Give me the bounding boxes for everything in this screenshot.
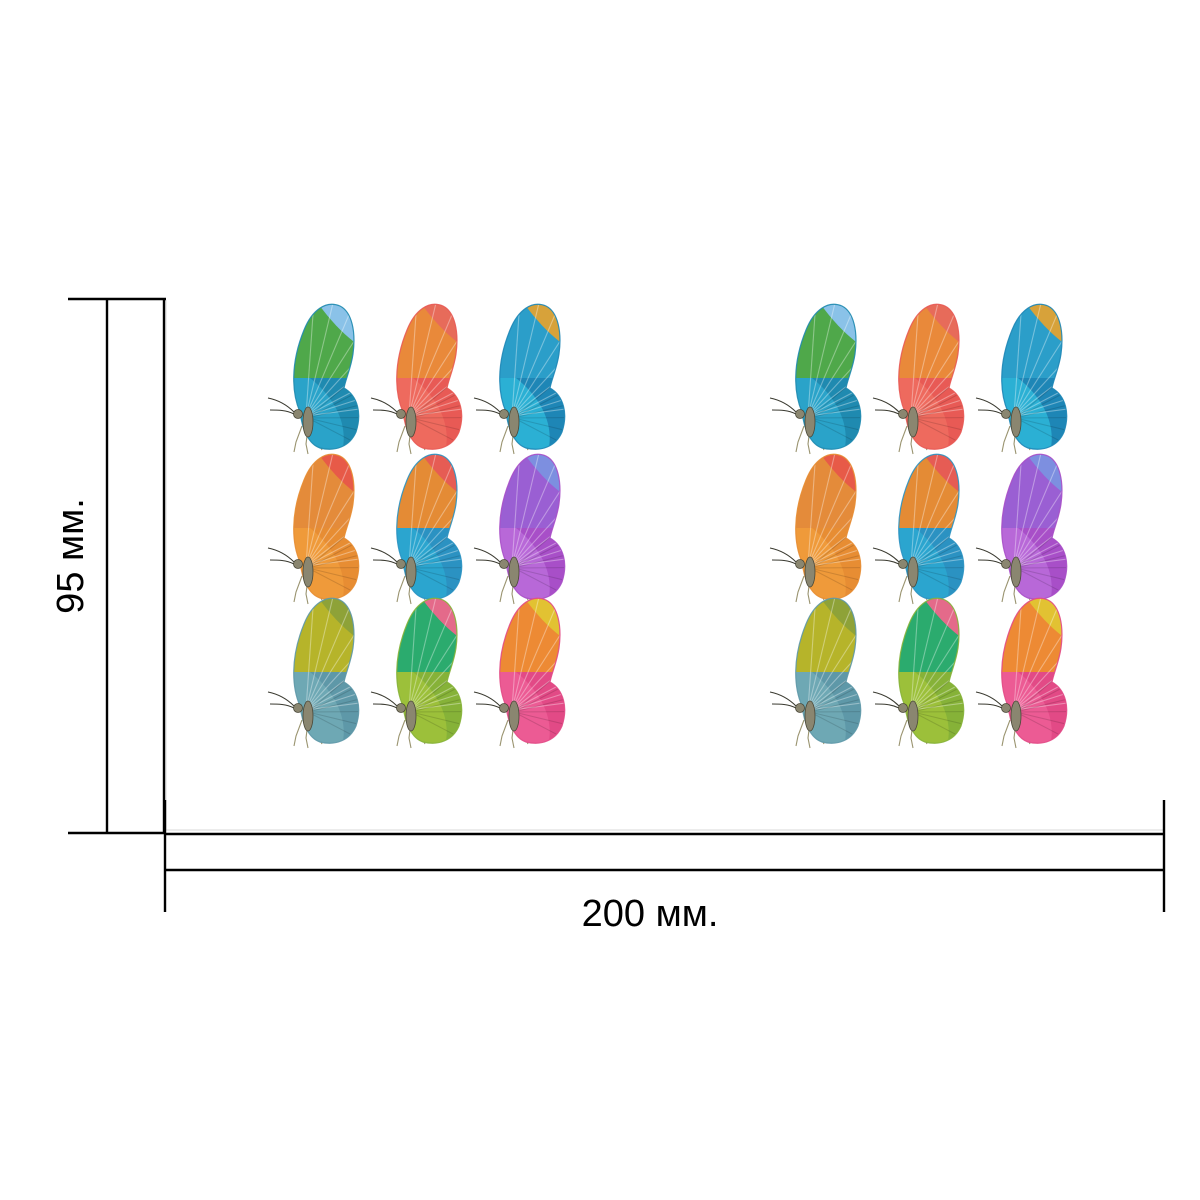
butterfly-icon: [473, 597, 566, 749]
width-label: 200 мм.: [582, 893, 719, 935]
butterfly-icon: [975, 303, 1068, 455]
sheet-outline: [165, 300, 1164, 831]
butterfly-icon: [975, 597, 1068, 749]
butterfly-icon: [473, 453, 566, 605]
height-dimension: [68, 297, 166, 835]
height-label: 95 мм.: [50, 498, 92, 614]
width-dimension: [163, 800, 1166, 912]
butterfly-icon: [473, 303, 566, 455]
butterfly-icon: [975, 453, 1068, 605]
butterfly-grid: [267, 303, 1068, 749]
